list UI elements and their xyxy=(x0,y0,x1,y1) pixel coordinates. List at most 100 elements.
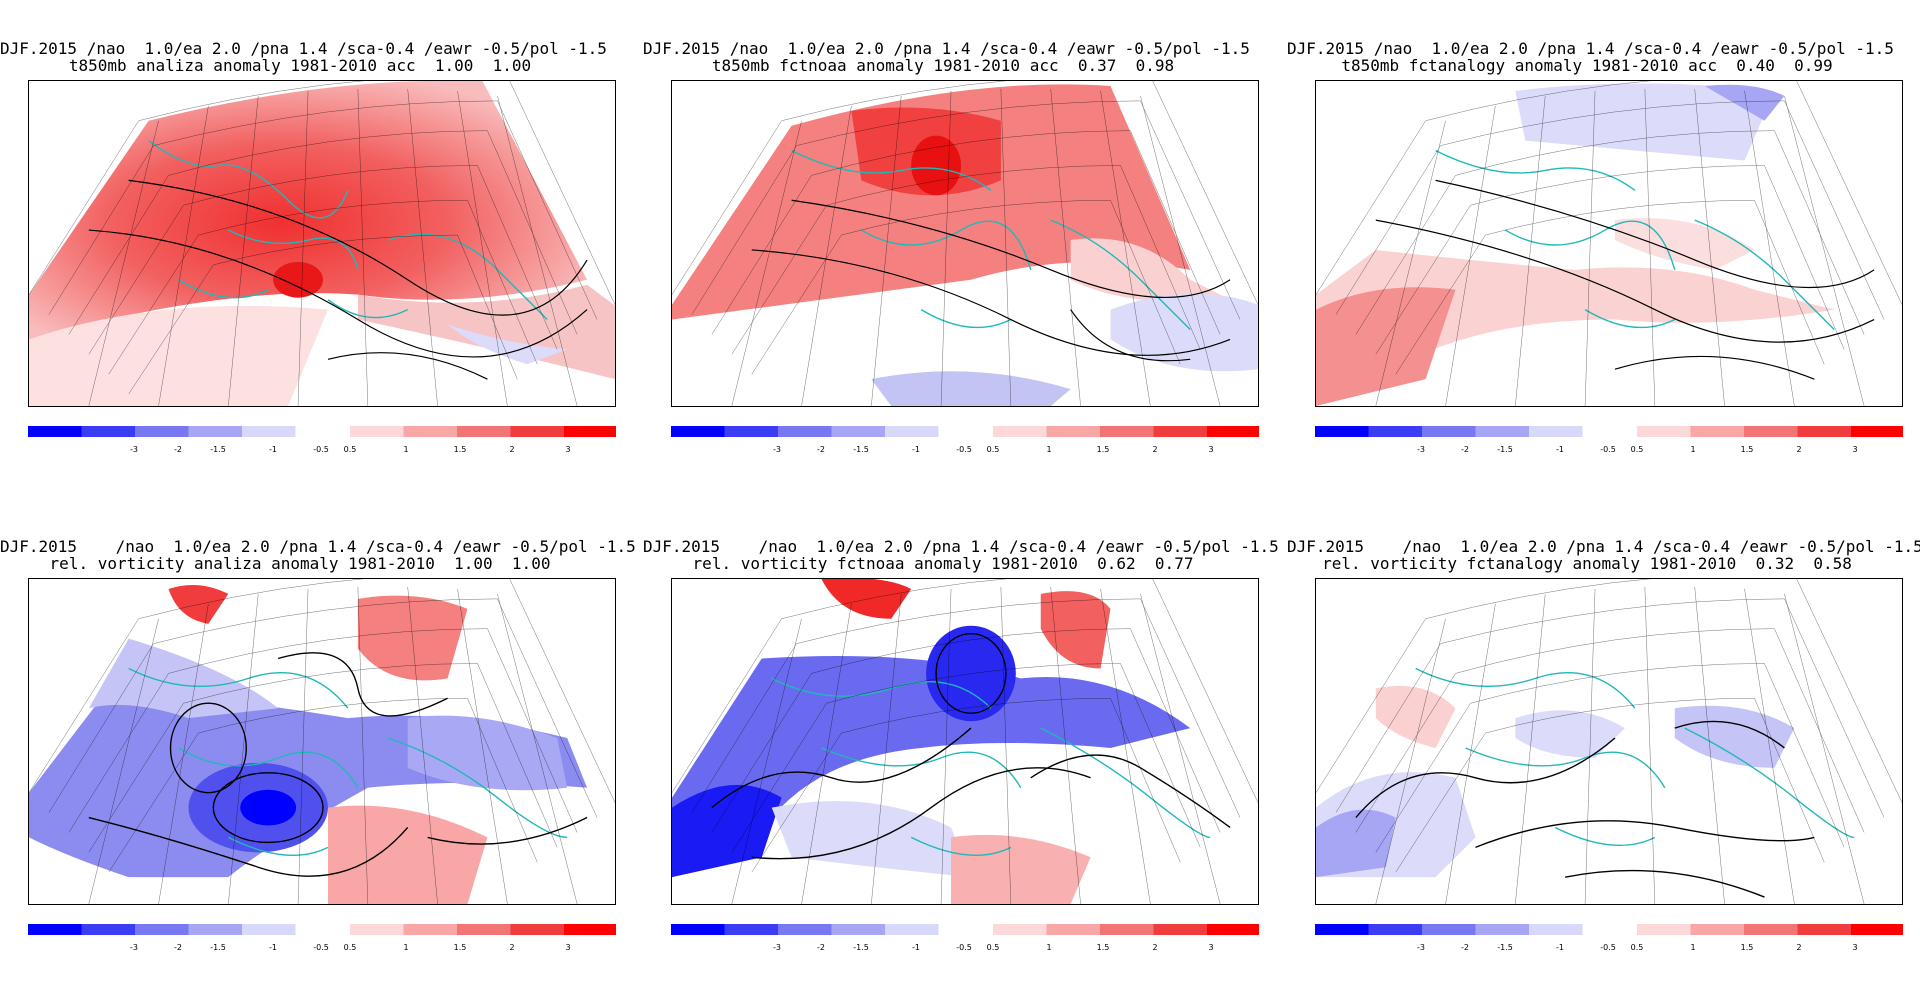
colorbar-neg-swatch xyxy=(885,924,939,935)
anomaly-map xyxy=(671,578,1259,905)
panel-title-line1: DJF.2015 /nao 1.0/ea 2.0 /pna 1.4 /sca-0… xyxy=(643,39,1250,58)
colorbar-tick-label: -2 xyxy=(1461,943,1469,952)
colorbar-svg: -3 -2 -1.5 -1 -0.5 0.5 1 1.5 2 3 xyxy=(671,426,1259,454)
colorbar-tick-label: 1.5 xyxy=(454,943,467,952)
colorbar-pos-swatch xyxy=(1046,924,1100,935)
colorbar-svg: -3 -2 -1.5 -1 -0.5 0.5 1 1.5 2 3 xyxy=(28,924,616,952)
colorbar-neg-swatch xyxy=(1315,924,1369,935)
colorbar-svg: -3 -2 -1.5 -1 -0.5 0.5 1 1.5 2 3 xyxy=(671,924,1259,952)
colorbar-neg-swatch xyxy=(671,426,725,437)
anomaly-map xyxy=(671,80,1259,407)
colorbar-neg-swatch xyxy=(1368,924,1422,935)
colorbar-neg-swatch xyxy=(242,426,296,437)
colorbar-tick-label: -0.5 xyxy=(313,445,329,454)
map-svg xyxy=(672,579,1258,904)
colorbar-neg-swatch xyxy=(1475,924,1529,935)
colorbar-tick-label: -0.5 xyxy=(1600,943,1616,952)
panel-t850-fctanalogy: DJF.2015 /nao 1.0/ea 2.0 /pna 1.4 /sca-0… xyxy=(1287,40,1903,510)
colorbar-tick-label: 3 xyxy=(1852,445,1857,454)
colorbar-pos-swatch xyxy=(1637,426,1691,437)
colorbar: -3 -2 -1.5 -1 -0.5 0.5 1 1.5 2 3 xyxy=(671,924,1259,960)
colorbar-tick-label: -1.5 xyxy=(210,445,226,454)
colorbar-pos-swatch xyxy=(564,426,616,437)
colorbar-pos-swatch xyxy=(1744,426,1798,437)
panel-title-line2: rel. vorticity fctnoaa anomaly 1981-2010… xyxy=(692,554,1194,573)
colorbar-tick-label: 1 xyxy=(403,943,408,952)
colorbar-pos-swatch xyxy=(1690,426,1744,437)
colorbar-pos-swatch xyxy=(1797,426,1851,437)
colorbar-tick-label: -2 xyxy=(817,943,825,952)
colorbar-svg: -3 -2 -1.5 -1 -0.5 0.5 1 1.5 2 3 xyxy=(1315,426,1903,454)
panel-title-line2: t850mb fctnoaa anomaly 1981-2010 acc 0.3… xyxy=(711,56,1175,75)
panel-title-line2: rel. vorticity fctanalogy anomaly 1981-2… xyxy=(1322,554,1852,573)
colorbar-tick-label: -3 xyxy=(773,445,781,454)
colorbar-tick-label: -1 xyxy=(912,445,920,454)
map-svg xyxy=(1316,579,1902,904)
colorbar-tick-label: 2 xyxy=(1152,943,1157,952)
colorbar-pos-swatch xyxy=(1637,924,1691,935)
panel-title-line1: DJF.2015 /nao 1.0/ea 2.0 /pna 1.4 /sca-0… xyxy=(0,39,607,58)
anomaly-map xyxy=(1315,578,1903,905)
colorbar-tick-label: -1.5 xyxy=(853,943,869,952)
colorbar-neg-swatch xyxy=(1368,426,1422,437)
colorbar-tick-label: -1 xyxy=(269,445,277,454)
colorbar-pos-swatch xyxy=(1153,924,1207,935)
panel-vorticity-fctanalogy: DJF.2015 /nao 1.0/ea 2.0 /pna 1.4 /sca-0… xyxy=(1287,537,1920,1008)
colorbar: -3 -2 -1.5 -1 -0.5 0.5 1 1.5 2 3 xyxy=(28,426,616,462)
colorbar-neg-swatch xyxy=(724,426,778,437)
colorbar-pos-swatch xyxy=(1046,426,1100,437)
colorbar-tick-label: -3 xyxy=(1417,943,1425,952)
colorbar-tick-label: 3 xyxy=(1208,943,1213,952)
panel-title-line1: DJF.2015 /nao 1.0/ea 2.0 /pna 1.4 /sca-0… xyxy=(643,537,1279,556)
colorbar: -3 -2 -1.5 -1 -0.5 0.5 1 1.5 2 3 xyxy=(28,924,616,960)
colorbar-tick-label: -1 xyxy=(1556,445,1564,454)
colorbar-neg-swatch xyxy=(28,426,82,437)
colorbar-tick-label: -2 xyxy=(1461,445,1469,454)
anomaly-map xyxy=(28,80,616,407)
colorbar-neg-swatch xyxy=(831,924,885,935)
colorbar-tick-label: -2 xyxy=(174,445,182,454)
colorbar-tick-label: -0.5 xyxy=(1600,445,1616,454)
anomaly-map xyxy=(28,578,616,905)
colorbar-pos-swatch xyxy=(1744,924,1798,935)
colorbar-pos-swatch xyxy=(457,924,511,935)
colorbar-pos-swatch xyxy=(1851,924,1903,935)
colorbar-tick-label: 1 xyxy=(1046,943,1051,952)
colorbar-neg-swatch xyxy=(778,924,832,935)
colorbar: -3 -2 -1.5 -1 -0.5 0.5 1 1.5 2 3 xyxy=(1315,426,1903,462)
colorbar-pos-swatch xyxy=(1797,924,1851,935)
panel-vorticity-fctnoaa: DJF.2015 /nao 1.0/ea 2.0 /pna 1.4 /sca-0… xyxy=(643,537,1279,1008)
colorbar-neg-swatch xyxy=(1422,924,1476,935)
colorbar-tick-label: -3 xyxy=(1417,445,1425,454)
colorbar-tick-label: 2 xyxy=(1796,943,1801,952)
colorbar-tick-label: 3 xyxy=(565,445,570,454)
panel-title-line1: DJF.2015 /nao 1.0/ea 2.0 /pna 1.4 /sca-0… xyxy=(0,537,636,556)
colorbar-neg-swatch xyxy=(242,924,296,935)
colorbar: -3 -2 -1.5 -1 -0.5 0.5 1 1.5 2 3 xyxy=(671,426,1259,462)
colorbar-pos-swatch xyxy=(510,426,564,437)
colorbar-tick-label: 1.5 xyxy=(1097,445,1110,454)
colorbar-tick-label: 1 xyxy=(403,445,408,454)
colorbar-svg: -3 -2 -1.5 -1 -0.5 0.5 1 1.5 2 3 xyxy=(1315,924,1903,952)
colorbar-tick-label: 3 xyxy=(1208,445,1213,454)
panel-title-line1: DJF.2015 /nao 1.0/ea 2.0 /pna 1.4 /sca-0… xyxy=(1287,537,1920,556)
colorbar-tick-label: 0.5 xyxy=(344,445,357,454)
colorbar-svg: -3 -2 -1.5 -1 -0.5 0.5 1 1.5 2 3 xyxy=(28,426,616,454)
panel-t850-fctnoaa: DJF.2015 /nao 1.0/ea 2.0 /pna 1.4 /sca-0… xyxy=(643,39,1259,510)
colorbar-pos-swatch xyxy=(993,924,1047,935)
colorbar-tick-label: 2 xyxy=(1796,445,1801,454)
colorbar-tick-label: -2 xyxy=(174,943,182,952)
colorbar-tick-label: -3 xyxy=(773,943,781,952)
colorbar-neg-swatch xyxy=(1475,426,1529,437)
colorbar-tick-label: 0.5 xyxy=(1631,943,1644,952)
colorbar-tick-label: -1 xyxy=(269,943,277,952)
colorbar-tick-label: -0.5 xyxy=(956,445,972,454)
colorbar-neg-swatch xyxy=(1529,426,1583,437)
colorbar-pos-swatch xyxy=(1100,924,1154,935)
panel-t850-analiza: DJF.2015 /nao 1.0/ea 2.0 /pna 1.4 /sca-0… xyxy=(0,39,616,510)
colorbar-neg-swatch xyxy=(81,924,135,935)
colorbar-neg-swatch xyxy=(135,924,189,935)
colorbar-neg-swatch xyxy=(778,426,832,437)
colorbar-tick-label: -3 xyxy=(130,445,138,454)
colorbar-tick-label: 0.5 xyxy=(344,943,357,952)
